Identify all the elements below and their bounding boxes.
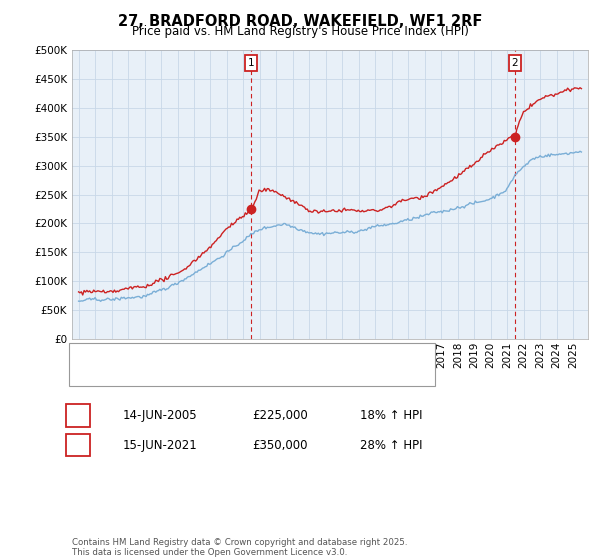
Text: 14-JUN-2005: 14-JUN-2005 (123, 409, 197, 422)
Text: Contains HM Land Registry data © Crown copyright and database right 2025.
This d: Contains HM Land Registry data © Crown c… (72, 538, 407, 557)
Text: 15-JUN-2021: 15-JUN-2021 (123, 438, 198, 452)
Text: 27, BRADFORD ROAD, WAKEFIELD, WF1 2RF: 27, BRADFORD ROAD, WAKEFIELD, WF1 2RF (118, 14, 482, 29)
Text: 27, BRADFORD ROAD, WAKEFIELD, WF1 2RF (detached house): 27, BRADFORD ROAD, WAKEFIELD, WF1 2RF (d… (109, 351, 421, 361)
Text: £225,000: £225,000 (252, 409, 308, 422)
Text: 2: 2 (511, 58, 518, 68)
Text: 1: 1 (248, 58, 254, 68)
Text: 1: 1 (74, 409, 82, 422)
Text: HPI: Average price, detached house, Wakefield: HPI: Average price, detached house, Wake… (109, 368, 343, 378)
Text: 18% ↑ HPI: 18% ↑ HPI (360, 409, 422, 422)
Text: 28% ↑ HPI: 28% ↑ HPI (360, 438, 422, 452)
Text: 2: 2 (74, 438, 82, 452)
Text: Price paid vs. HM Land Registry's House Price Index (HPI): Price paid vs. HM Land Registry's House … (131, 25, 469, 38)
Text: £350,000: £350,000 (252, 438, 308, 452)
